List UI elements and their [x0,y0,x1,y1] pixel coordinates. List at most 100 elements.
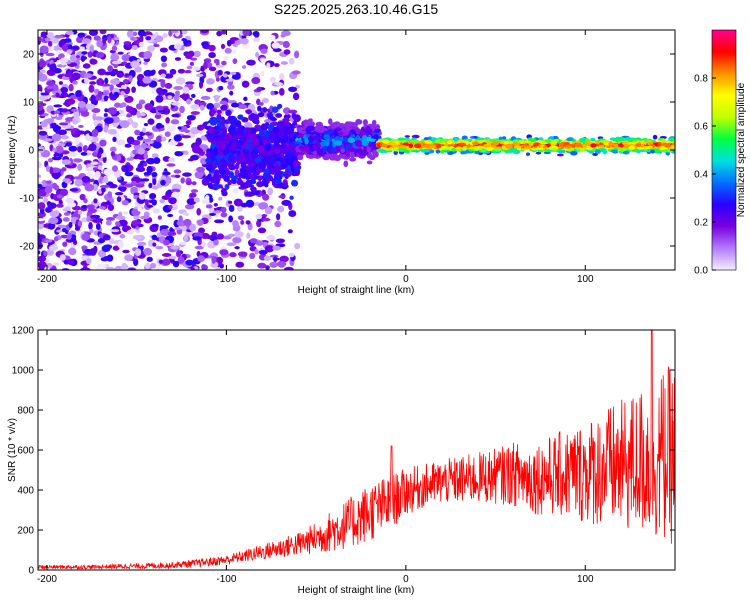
spectrogram-cell [99,184,110,189]
spectrogram-cell [131,45,138,50]
spectrogram-cell [220,142,227,149]
spectrogram-cell [38,84,42,91]
spectrogram-cell [38,250,41,255]
spectrogram-cell [97,77,103,86]
spectrogram-cell [121,263,128,270]
spectrogram-cell [80,151,88,156]
spectrogram-cell [90,161,99,165]
spectrogram-cell [84,77,89,85]
spectrogram-cell [269,132,277,139]
spectrogram-cell [48,217,59,225]
spectrogram-cell [138,192,146,200]
spectrogram-cell [241,44,250,49]
spectrogram-cell [183,218,192,227]
spectrogram-cell [62,178,71,182]
spectrogram-cell [190,103,200,111]
spectrogram-cell [257,227,267,234]
spectrogram-cell [115,221,121,227]
spectrogram-cell [45,85,55,89]
spectrogram-cell [93,198,98,204]
spectrogram-cell [40,120,48,128]
spectrogram-cell [549,140,558,145]
spectrogram-cell [130,186,138,195]
spectrogram-cell [201,197,210,205]
spectrogram-cell [431,137,437,142]
spectrogram-cell [266,235,276,241]
spectrogram-cell [155,135,163,143]
spectrogram-cell [143,61,149,66]
spectrogram-cell [208,44,216,52]
spectrogram-cell [132,31,138,37]
spectrogram-cell [95,266,105,270]
spectrogram-cell [147,45,155,52]
spectrogram-cell [49,210,60,218]
spectrogram-cell [473,135,478,139]
spectrogram-cell [101,186,106,193]
spectrogram-cell [49,166,54,175]
spectrogram-cell [246,232,251,239]
spectrogram-cell [82,265,88,270]
spectrogram-cell [333,131,339,137]
spectrogram-cell [366,160,373,165]
spectrogram-cell [95,223,101,230]
spectrogram-cell [349,157,357,162]
spectrogram-cell [56,229,63,233]
spectrogram-cell [122,249,130,254]
spectrogram-cell [261,97,270,104]
spectrogram-cell [201,41,209,47]
spectrogram-cell [267,162,275,171]
spectrogram-cell [120,102,127,108]
spectrogram-cell [274,220,282,228]
spectrogram-cell [543,148,549,152]
spectrogram-cell [172,260,180,268]
spectrogram-cell [93,88,100,94]
spectrogram-cell [340,148,346,154]
spectrogram-cell [209,212,216,216]
spectrogram-cell [255,240,264,246]
spectrogram-cell [280,34,286,38]
spectrogram-cell [86,215,91,223]
spectrogram-cell [237,104,248,110]
spectrogram-cell [214,267,221,270]
spectrogram-cell [44,37,51,42]
spectrogram-cell [393,150,398,156]
spectrogram-cell [68,151,78,157]
spectrogram-cell [265,265,270,270]
spectrogram-cell [218,85,224,91]
spectrogram-cell [134,248,142,257]
spectrogram-cell [69,188,79,192]
spectrogram-cell [111,45,118,52]
spectrogram-cell [126,230,134,235]
spectrogram-cell [195,148,204,154]
spectrogram-cell [97,249,107,258]
spectrogram-cell [273,63,280,68]
spectrogram-cell [95,51,105,59]
spectrogram-cell [105,219,112,226]
spectrogram-cell [261,213,268,218]
spectrogram-cell [623,144,629,149]
spectrogram-cell [214,183,220,190]
spectrogram-cell [171,30,179,34]
spectrogram-cell [659,146,666,151]
spectrogram-cell [234,246,240,250]
spectrogram-cell [590,143,597,148]
spectrogram-cell [277,103,283,109]
spectrogram-cell [200,95,211,100]
spectrogram-cell [99,206,106,210]
spectrogram-cell [270,116,276,121]
spectrogram-cell [51,156,62,161]
spectrogram-cell [122,61,127,65]
spectrogram-cell [190,189,199,193]
spectrogram-cell [365,136,372,142]
spectrogram-cell [211,109,216,115]
spectrogram-cell [152,242,157,247]
spectrogram-cell [453,137,459,143]
spectrogram-cell [177,126,182,130]
spectrogram-cell [203,61,208,70]
spectrogram-cell [650,149,655,154]
spectrogram-cell [245,199,255,208]
spectrogram-cell [466,144,471,148]
spectrogram-cell [173,94,180,102]
spectrogram-cell [205,157,213,164]
spectrogram-cell [237,215,245,221]
